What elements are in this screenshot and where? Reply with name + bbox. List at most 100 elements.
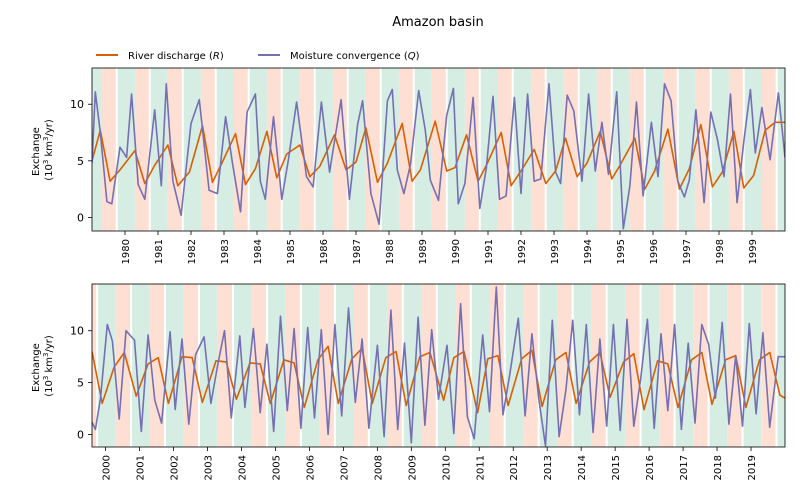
- top-wet-band: [381, 68, 399, 231]
- top-ytick-label: 0: [77, 211, 84, 224]
- bottom-xtick-label: 2003: [204, 455, 215, 480]
- top-wet-band: [183, 68, 201, 231]
- top-dry-band: [365, 68, 380, 231]
- bottom-xtick-label: 2016: [645, 455, 656, 480]
- top-ylabel: Exchange (103 km3/yr): [31, 119, 55, 181]
- top-xtick-label: 1986: [319, 239, 330, 264]
- top-xtick-label: 1983: [220, 239, 231, 264]
- bottom-dry-band: [489, 284, 504, 447]
- legend-label-discharge-main: River discharge (: [128, 51, 213, 62]
- bottom-xtick-label: 2012: [509, 455, 520, 480]
- bottom-ylabel-sup2: 3: [42, 353, 50, 357]
- top-xtick-label: 1999: [748, 239, 759, 264]
- top-dry-band: [431, 68, 446, 231]
- bottom-ylabel-line2: (103 km3/yr): [42, 335, 55, 397]
- top-ylabel-sup2: 3: [42, 137, 50, 141]
- bottom-dry-band: [285, 284, 300, 447]
- top-ylabel-sup1: 3: [42, 160, 50, 164]
- legend-label-convergence-end: ): [416, 51, 420, 62]
- top-xtick-label: 1982: [187, 239, 198, 264]
- bottom-xtick-label: 2010: [441, 455, 452, 480]
- legend-label-discharge-end: ): [220, 51, 224, 62]
- bottom-dry-band: [523, 284, 538, 447]
- top-ytick-label: 10: [70, 98, 84, 111]
- bottom-dry-band: [217, 284, 232, 447]
- bottom-ytick-label: 5: [77, 377, 84, 390]
- top-dry-band: [69, 68, 83, 231]
- bottom-wet-band: [200, 284, 218, 447]
- bottom-dry-band: [353, 284, 368, 447]
- bottom-dry-band: [795, 284, 800, 447]
- top-dry-band: [464, 68, 479, 231]
- legend-label-discharge-symbol: R: [213, 51, 220, 62]
- top-wet-band: [315, 68, 333, 231]
- legend-label-convergence-main: Moisture convergence (: [290, 51, 408, 62]
- top-wet-band: [414, 68, 432, 231]
- top-dry-band: [530, 68, 545, 231]
- top-dry-band: [167, 68, 182, 231]
- top-xtick-label: 1987: [352, 239, 363, 264]
- top-ylabel-line1: Exchange: [31, 127, 42, 176]
- top-wet-band: [216, 68, 234, 231]
- bottom-wet-band: [777, 284, 785, 447]
- bottom-xtick-label: 2013: [543, 455, 554, 480]
- top-xtick-label: 1992: [517, 239, 528, 264]
- bottom-ylabel-post: /yr): [44, 335, 55, 352]
- top-ylabel-mid: km: [44, 141, 55, 160]
- bottom-wet-band: [64, 284, 82, 447]
- legend-label-convergence: Moisture convergence (Q): [290, 51, 420, 62]
- bottom-xtick-label: 2015: [611, 455, 622, 480]
- bottom-plot-frame: [91, 283, 786, 448]
- top-xtick-label: 1989: [418, 239, 429, 264]
- top-dry-band: [662, 68, 677, 231]
- top-dry-band: [563, 68, 578, 231]
- top-plot-frame: [91, 67, 786, 232]
- bottom-wet-band: [233, 284, 252, 447]
- bottom-wet-band: [98, 284, 116, 447]
- top-ylabel-post: /yr): [44, 119, 55, 136]
- top-xtick-label: 1984: [253, 239, 264, 264]
- bottom-ytick-label: 10: [70, 325, 84, 338]
- top-xtick-label: 1991: [484, 239, 495, 264]
- top-wet-band: [150, 68, 168, 231]
- top-xtick-label: 1993: [550, 239, 561, 264]
- top-xtick-label: 1985: [286, 239, 297, 264]
- bottom-ytick-label: 0: [77, 429, 84, 442]
- legend-label-convergence-symbol: Q: [408, 51, 416, 62]
- top-wet-band: [480, 68, 498, 231]
- bottom-xtick-label: 2017: [679, 455, 690, 480]
- bottom-xtick-label: 2002: [170, 455, 181, 480]
- bottom-ylabel-line1: Exchange: [31, 343, 42, 392]
- chart-title: Amazon basin: [392, 15, 484, 30]
- top-wet-band: [92, 68, 102, 231]
- bottom-ylabel-mid: km: [44, 357, 55, 376]
- top-dry-band: [200, 68, 215, 231]
- bottom-wet-band: [166, 284, 184, 447]
- bottom-xtick-label: 2008: [373, 455, 384, 480]
- bottom-xtick-label: 2019: [747, 455, 758, 480]
- top-xtick-label: 1994: [583, 239, 594, 264]
- bottom-xtick-label: 2000: [102, 455, 113, 480]
- bottom-xtick-label: 2005: [271, 455, 282, 480]
- bottom-wet-band: [505, 284, 524, 447]
- top-wet-band: [711, 68, 729, 231]
- top-ytick-label: 5: [77, 155, 84, 168]
- legend: River discharge (R) Moisture convergence…: [96, 51, 420, 62]
- bottom-xtick-label: 2009: [407, 455, 418, 480]
- top-xtick-label: 1988: [385, 239, 396, 264]
- bottom-dry-band: [557, 284, 572, 447]
- bottom-dry-band: [149, 284, 165, 447]
- top-series-discharge-line: [92, 120, 785, 190]
- top-wet-band: [282, 68, 300, 231]
- top-season-bands: [69, 68, 785, 231]
- top-xtick-label: 1996: [649, 239, 660, 264]
- bottom-ylabel-pre: (10: [44, 380, 55, 397]
- top-wet-band: [579, 68, 597, 231]
- bottom-ylabel-sup1: 3: [42, 376, 50, 380]
- top-dry-band: [398, 68, 413, 231]
- top-xtick-label: 1990: [451, 239, 462, 264]
- top-dry-band: [134, 68, 149, 231]
